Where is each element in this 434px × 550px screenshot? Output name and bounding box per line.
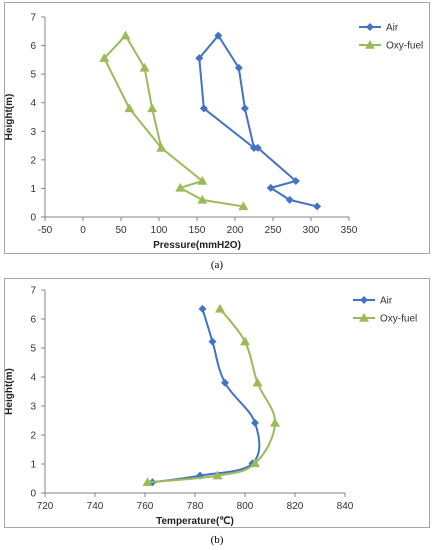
y-tick-label: 4: [30, 98, 36, 109]
chart-b-caption: (b): [210, 534, 224, 546]
y-tick-label: 3: [30, 402, 36, 413]
y-tick-label: 6: [30, 315, 36, 326]
data-point-diamond: [266, 183, 275, 192]
y-tick-label: 1: [30, 460, 36, 471]
data-point-triangle: [238, 201, 249, 211]
data-point-triangle: [99, 53, 110, 62]
y-tick-label: 1: [30, 184, 36, 195]
data-point-diamond: [285, 195, 294, 204]
data-point-diamond: [214, 31, 223, 40]
chart-b-panel: 720 740 760 780 800 820 840 0 1 2 3 4 5 6 7 Temperature…: [4, 278, 430, 528]
chart-a: -50 0 50 100 150 200 250 300 35001234567Pressure…: [5, 13, 423, 252]
y-tick-label: 5: [30, 70, 36, 81]
data-point-triangle: [139, 62, 150, 72]
legend-label: Air: [386, 23, 399, 34]
legend-label: Oxy-fuel: [380, 314, 417, 325]
series-line-oxy-fuel: [103, 34, 244, 208]
x-tick-label: 0: [80, 225, 86, 236]
data-point-triangle: [124, 103, 135, 113]
x-tick-label: 50: [115, 225, 127, 236]
x-tick-label: 820: [287, 501, 304, 512]
y-tick-label: 7: [30, 286, 36, 297]
legend-label: Air: [380, 296, 393, 307]
y-tick-label: 0: [30, 489, 36, 500]
data-point-diamond: [251, 418, 259, 427]
series-line-air: [198, 34, 318, 208]
data-point-diamond: [208, 337, 217, 346]
y-tick-label: 5: [30, 344, 36, 355]
data-point-triangle: [215, 303, 225, 313]
data-point-triangle: [197, 176, 208, 185]
data-point-diamond: [221, 378, 229, 387]
x-tick-label: 800: [237, 501, 254, 512]
data-point-diamond: [291, 177, 300, 185]
y-axis-title: Height(m): [5, 368, 15, 415]
x-tick-label: 200: [227, 225, 244, 236]
data-point-triangle: [142, 477, 153, 487]
y-tick-label: 2: [30, 155, 36, 166]
x-axis-title: Pressure(mmH2O): [153, 240, 241, 251]
data-point-diamond: [250, 143, 258, 152]
y-tick-label: 6: [30, 41, 36, 52]
chart-a-caption: (a): [210, 259, 224, 271]
x-tick-label: 150: [189, 225, 206, 236]
x-tick-label: 720: [37, 501, 54, 512]
y-tick-label: 4: [30, 373, 36, 384]
y-axis-title: Height(m): [5, 94, 15, 141]
data-point-triangle: [147, 103, 158, 113]
legend-marker-diamond: [366, 23, 374, 31]
x-tick-label: -50: [38, 225, 53, 236]
x-tick-label: 300: [303, 225, 320, 236]
legend-marker-triangle: [365, 40, 375, 49]
data-point-diamond: [240, 104, 249, 113]
data-point-triangle: [120, 30, 131, 40]
chart-a-panel: -50 0 50 100 150 200 250 300 350 0 1 2 3 4 5 6 7 Pressure…: [4, 2, 430, 254]
x-tick-label: 760: [137, 501, 154, 512]
data-point-diamond: [313, 202, 322, 211]
x-tick-label: 840: [337, 501, 354, 512]
data-point-triangle: [212, 470, 223, 480]
data-point-triangle: [252, 377, 263, 387]
x-axis-title: Temperature(℃): [156, 516, 234, 527]
data-point-diamond: [199, 104, 208, 113]
data-point-triangle: [250, 458, 260, 468]
data-point-triangle: [175, 182, 186, 192]
chart-b: 720 740 760 780 800 820 840 0 1 2 3 4 5 6 7 Temperature…: [5, 286, 417, 528]
y-tick-label: 2: [30, 431, 36, 442]
y-tick-label: 3: [30, 127, 36, 138]
legend-marker-triangle: [359, 313, 369, 322]
legend-label: Oxy-fuel: [386, 41, 423, 52]
data-point-triangle: [197, 194, 208, 204]
x-tick-label: 250: [265, 225, 282, 236]
series-line-air: [152, 308, 261, 484]
data-point-triangle: [156, 142, 167, 152]
x-tick-label: 100: [151, 225, 168, 236]
data-point-triangle: [240, 336, 250, 346]
y-tick-label: 0: [30, 213, 36, 224]
x-tick-label: 350: [341, 225, 358, 236]
x-tick-label: 740: [87, 501, 104, 512]
x-tick-label: 780: [187, 501, 204, 512]
data-point-diamond: [195, 54, 204, 63]
legend-marker-diamond: [360, 296, 368, 304]
y-tick-label: 7: [30, 13, 36, 24]
data-point-triangle: [270, 417, 280, 427]
data-point-diamond: [198, 304, 207, 313]
